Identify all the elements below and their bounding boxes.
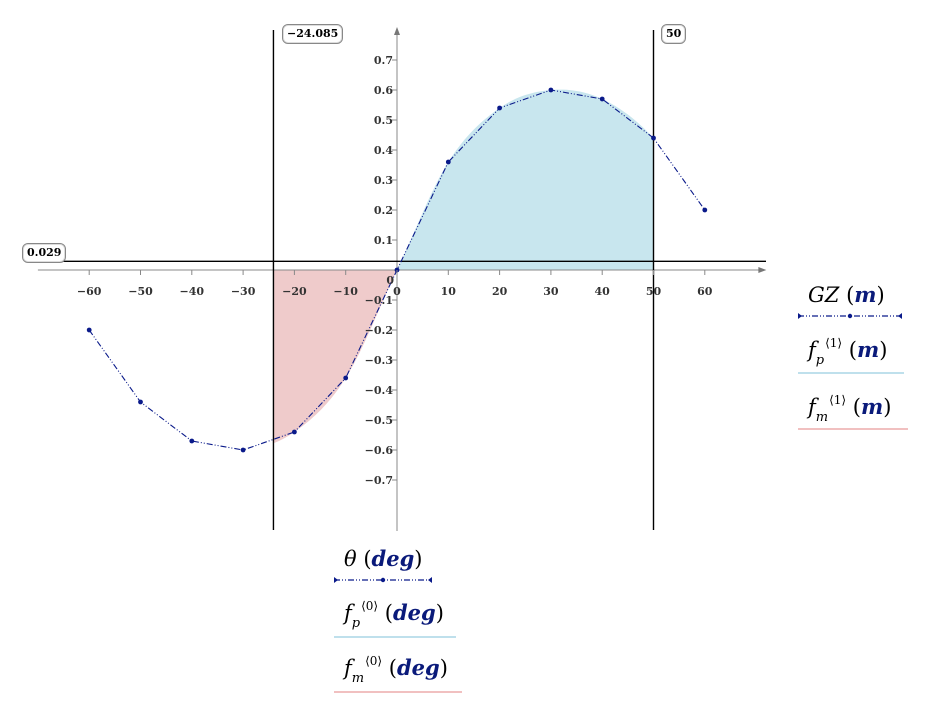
y-tick-label: 0.4: [374, 144, 393, 157]
negative-area-fill: [273, 270, 397, 444]
y-tick-label: −0.5: [365, 414, 393, 427]
legend-swatch-fm: [798, 428, 908, 430]
y-tick-label: −0.4: [365, 384, 394, 397]
x-tick-label: 0: [393, 285, 401, 298]
data-point: [86, 327, 92, 333]
marker-label-horizontal[interactable]: 0.029: [22, 243, 67, 263]
legend-item-gz: GZ (m): [798, 282, 928, 337]
x-tick-label: −40: [180, 285, 205, 298]
x-tick-label: 50: [646, 285, 662, 298]
tick-labels: −60 −50 −40 −30 −20 −10 0 10 20 30 40 50 60 −0.7 −0.6 −…: [77, 54, 713, 487]
data-point: [240, 447, 246, 453]
legend-swatch-fp: [798, 372, 904, 374]
x-tick-label: 60: [697, 285, 713, 298]
data-point: [599, 96, 605, 102]
x-tick-label: −50: [128, 285, 153, 298]
legend-item-fp0: fp⟨0⟩ (deg): [334, 599, 474, 655]
y-tick-label: 0.5: [374, 114, 393, 127]
x-tick-label: −30: [231, 285, 256, 298]
x-tick-label: −20: [282, 285, 307, 298]
legend-swatch-theta: [334, 577, 432, 583]
x-tick-label: 40: [595, 285, 611, 298]
origin-label: 0: [386, 274, 394, 287]
x-axis-arrow: [758, 267, 767, 273]
data-point: [343, 375, 349, 381]
legend-swatch-fm0: [334, 691, 462, 693]
positive-area-fill: [397, 89, 654, 270]
y-tick-label: 0.1: [374, 234, 393, 247]
legend-swatch-fp0: [334, 636, 456, 638]
y-tick-label: 0.6: [374, 84, 393, 97]
y-tick-label: −0.3: [365, 354, 393, 367]
y-tick-label: 0.7: [374, 54, 393, 67]
data-point: [445, 159, 451, 165]
data-point: [189, 438, 195, 444]
legend-swatch-gz: [798, 313, 902, 319]
legend-item-fm0: fm⟨0⟩ (deg): [334, 654, 474, 710]
y-tick-label: −0.1: [365, 294, 393, 307]
y-tick-label: −0.6: [365, 444, 394, 457]
area-fills: [273, 89, 654, 444]
x-tick-label: −60: [77, 285, 102, 298]
legend-item-theta: θ (deg): [334, 546, 474, 600]
data-point: [138, 399, 143, 405]
y-tick-label: 0.2: [374, 204, 393, 217]
legend-item-fm: fm⟨1⟩ (m): [798, 393, 928, 451]
data-point: [548, 87, 554, 93]
x-tick-label: 10: [441, 285, 457, 298]
y-axis-arrow: [394, 27, 400, 35]
y-tick-label: −0.7: [365, 474, 393, 487]
marker-label-right[interactable]: 50: [661, 24, 687, 44]
data-point: [497, 105, 502, 111]
x-tick-label: 20: [492, 285, 508, 298]
marker-lines: [272, 30, 655, 530]
legend-y: GZ (m) fp⟨1⟩ (m) fm⟨1⟩ (m): [798, 282, 928, 451]
data-point: [702, 207, 708, 213]
y-tick-label: −0.2: [365, 324, 393, 337]
data-point: [651, 135, 656, 141]
y-tick-label: 0.3: [374, 174, 393, 187]
axes: [28, 27, 767, 531]
legend-item-fp: fp⟨1⟩ (m): [798, 336, 928, 394]
legend-x: θ (deg) fp⟨0⟩ (deg) fm⟨0⟩ (deg): [334, 546, 474, 710]
x-tick-label: 30: [543, 285, 559, 298]
marker-label-left[interactable]: −24.085: [282, 24, 344, 44]
data-point: [292, 429, 297, 435]
x-tick-label: −10: [333, 285, 358, 298]
